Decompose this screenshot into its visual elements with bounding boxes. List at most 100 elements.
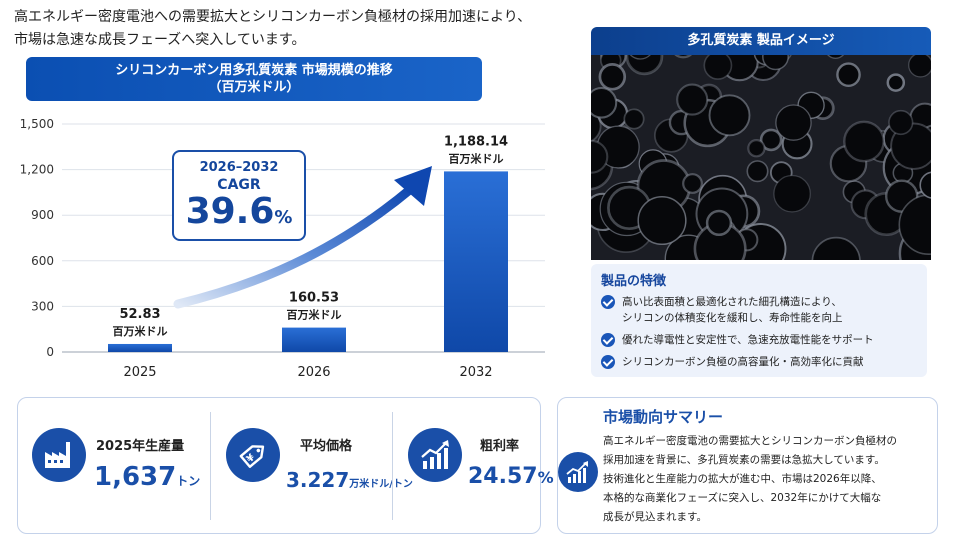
pore-shape bbox=[591, 86, 618, 119]
trend-chart-icon bbox=[558, 452, 598, 492]
kpi-label: 平均価格 bbox=[300, 439, 353, 454]
kpi-value: 24.57% bbox=[468, 464, 554, 489]
factory-icon bbox=[32, 428, 86, 482]
price-tag-icon: ¥ bbox=[226, 428, 280, 482]
pore-shape bbox=[811, 236, 861, 260]
pore-shape bbox=[674, 55, 693, 59]
check-circle-icon bbox=[601, 333, 615, 347]
feature-item: 優れた導電性と安定性で、急速充放電性能をサポート bbox=[601, 332, 917, 348]
features-title: 製品の特徴 bbox=[601, 274, 667, 289]
market-summary-panel: 市場動向サマリー 高エネルギー密度電池の需要拡大とシリコンカーボン負極材の 採用… bbox=[557, 397, 938, 534]
cagr-period: 2026–2032 bbox=[199, 160, 279, 175]
summary-line: 本格的な商業化フェーズに突入し、2032年にかけて大幅な bbox=[603, 492, 882, 504]
data-label-unit: 百万米ドル bbox=[287, 308, 342, 322]
summary-line: 成長が見込まれます。 bbox=[603, 511, 707, 523]
data-label-unit: 百万米ドル bbox=[449, 151, 504, 165]
x-tick-label: 2026 bbox=[297, 365, 330, 380]
bar-2032 bbox=[444, 171, 508, 352]
check-circle-icon bbox=[601, 355, 615, 369]
y-tick-label: 600 bbox=[31, 254, 54, 268]
chart-title: シリコンカーボン用多孔質炭素 市場規模の推移 bbox=[115, 63, 393, 78]
pore-shape bbox=[591, 139, 609, 174]
kpi-number: 1,637 bbox=[94, 462, 177, 492]
data-label-value: 52.83 bbox=[119, 307, 160, 322]
kpi-production: 2025年生産量 1,637トン bbox=[18, 398, 200, 535]
pore-shape bbox=[843, 120, 885, 163]
bar-2026 bbox=[282, 327, 346, 352]
data-label-unit: 百万米ドル bbox=[113, 324, 168, 338]
pore-shape bbox=[886, 73, 906, 92]
y-tick-label: 0 bbox=[46, 345, 54, 359]
kpi-unit: % bbox=[537, 468, 554, 487]
kpi-number: 24.57 bbox=[468, 464, 538, 489]
product-image-title: 多孔質炭素 製品イメージ bbox=[591, 27, 931, 55]
feature-text: シリコンカーボン負極の高容量化・高効率化に貢献 bbox=[622, 356, 864, 368]
porous-carbon-image bbox=[591, 55, 931, 260]
pore-shape bbox=[623, 108, 645, 130]
kpi-unit: トン bbox=[176, 474, 201, 488]
feature-text-line: 高い比表面積と最適化された細孔構造により、 bbox=[622, 296, 842, 308]
cagr-callout: 2026–2032 CAGR 39.6% bbox=[172, 150, 306, 241]
kpi-price: ¥ 平均価格 3.227万米ドル/トン bbox=[214, 398, 413, 535]
kpi-panel: 2025年生産量 1,637トン ¥ 平均価格 3.227万米ドル/トン bbox=[17, 397, 554, 535]
cagr-value: 39.6% bbox=[174, 193, 304, 237]
kpi-label: 2025年生産量 bbox=[96, 439, 185, 454]
pore-shape bbox=[598, 63, 627, 91]
market-size-bar-chart: 0 300 600 900 1,200 1,500 2025 52.83 百万米ドル 2026 1… bbox=[20, 117, 545, 380]
feature-text: 優れた導電性と安定性で、急速充放電性能をサポート bbox=[622, 334, 874, 346]
summary-title: 市場動向サマリー bbox=[603, 408, 724, 426]
y-tick-label: 300 bbox=[31, 299, 54, 313]
feature-text-line: シリコンの体積変化を緩和し、寿命性能を向上 bbox=[622, 312, 843, 324]
x-tick-label: 2025 bbox=[123, 365, 156, 380]
data-label-value: 1,188.14 bbox=[444, 134, 508, 149]
cagr-label: CAGR bbox=[217, 177, 261, 193]
summary-line: 高エネルギー密度電池の需要拡大とシリコンカーボン負極材の bbox=[603, 435, 897, 447]
pore-shape bbox=[888, 109, 914, 136]
pore-shape bbox=[890, 122, 931, 170]
pore-shape bbox=[827, 55, 845, 59]
pore-shape bbox=[762, 55, 789, 71]
kpi-gross-margin: 粗利率 24.57% bbox=[396, 398, 554, 535]
y-tick-label: 1,200 bbox=[20, 163, 54, 177]
intro-line-2: 市場は急速な成長フェーズへ突入しています。 bbox=[14, 32, 306, 48]
bar-2025 bbox=[108, 343, 172, 352]
pore-shape bbox=[773, 174, 811, 213]
chart-title-banner: シリコンカーボン用多孔質炭素 市場規模の推移 （百万米ドル） bbox=[26, 57, 482, 101]
kpi-label: 粗利率 bbox=[480, 439, 520, 454]
divider bbox=[392, 412, 393, 520]
pore-shape bbox=[682, 173, 703, 194]
product-features-panel: 製品の特徴 高い比表面積と最適化された細孔構造により、 シリコンの体積変化を緩和し… bbox=[591, 264, 927, 377]
summary-line: 採用加速を背景に、多孔質炭素の需要は急拡大しています。 bbox=[603, 454, 885, 466]
summary-line: 技術進化と生産能力の拡大が進む中、市場は2026年以降、 bbox=[603, 473, 882, 485]
pore-shape bbox=[775, 104, 812, 141]
pore-shape bbox=[836, 62, 861, 88]
data-label-value: 160.53 bbox=[289, 291, 339, 306]
chart-unit: （百万米ドル） bbox=[208, 80, 300, 95]
pore-shape bbox=[759, 128, 783, 152]
growth-arrow bbox=[173, 166, 432, 309]
kpi-value: 1,637トン bbox=[94, 462, 200, 492]
x-tick-label: 2032 bbox=[459, 365, 492, 380]
feature-item: 高い比表面積と最適化された細孔構造により、 シリコンの体積変化を緩和し、寿命性能を… bbox=[601, 294, 917, 326]
cagr-number: 39.6 bbox=[185, 191, 275, 232]
check-circle-icon bbox=[601, 295, 615, 309]
intro-text: 高エネルギー密度電池への需要拡大とシリコンカーボン負極材の採用加速により、 市場… bbox=[14, 6, 574, 52]
summary-text: 高エネルギー密度電池の需要拡大とシリコンカーボン負極材の 採用加速を背景に、多孔… bbox=[603, 432, 933, 527]
cagr-unit: % bbox=[274, 207, 293, 228]
intro-line-1: 高エネルギー密度電池への需要拡大とシリコンカーボン負極材の採用加速により、 bbox=[14, 9, 532, 25]
kpi-value: 3.227万米ドル/トン bbox=[286, 468, 413, 492]
pore-shape bbox=[637, 195, 687, 246]
y-tick-label: 1,500 bbox=[20, 117, 54, 131]
pore-shape bbox=[705, 209, 733, 237]
pore-shape bbox=[747, 138, 766, 158]
growth-chart-icon bbox=[408, 428, 462, 482]
pore-shape bbox=[908, 55, 931, 78]
pore-shape bbox=[703, 55, 733, 80]
pore-shape bbox=[746, 160, 769, 183]
feature-text: 高い比表面積と最適化された細孔構造により、 シリコンの体積変化を緩和し、寿命性能を… bbox=[622, 294, 843, 326]
pore-shape bbox=[625, 55, 664, 76]
feature-list: 高い比表面積と最適化された細孔構造により、 シリコンの体積変化を緩和し、寿命性能を… bbox=[601, 294, 917, 370]
pore-shape bbox=[708, 94, 751, 137]
kpi-number: 3.227 bbox=[286, 468, 350, 492]
feature-item: シリコンカーボン負極の高容量化・高効率化に貢献 bbox=[601, 354, 917, 370]
